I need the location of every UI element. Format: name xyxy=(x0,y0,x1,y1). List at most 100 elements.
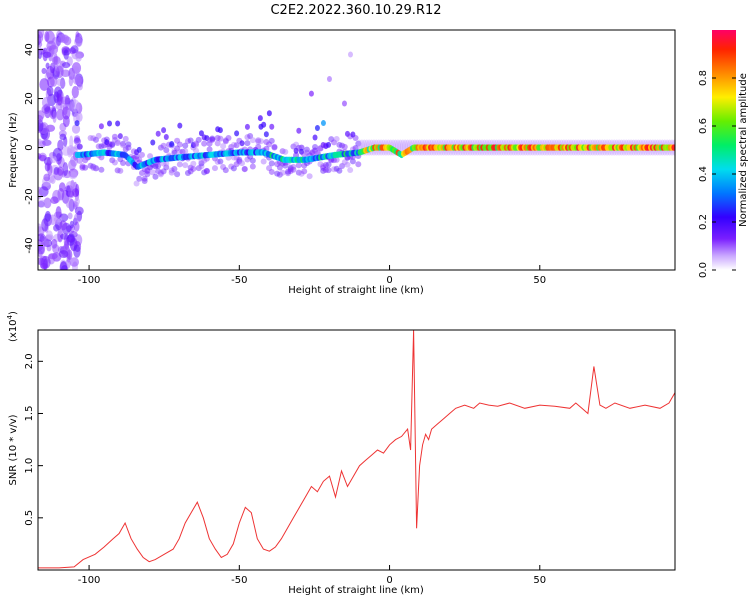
spectrogram-cell xyxy=(209,136,216,143)
snr-x-ticks: -100 -50 0 50 xyxy=(78,565,546,586)
spectrogram-cell xyxy=(271,143,278,150)
spectrogram-cell xyxy=(279,148,286,155)
spectrogram-cell xyxy=(56,93,63,106)
spectrogram-cell xyxy=(190,142,196,149)
spectrogram-cell xyxy=(298,170,305,177)
snr-y-tick-label: 0.5 xyxy=(24,510,35,526)
spectrogram-cell xyxy=(144,171,151,178)
spectrogram-cell xyxy=(74,120,80,127)
spectrogram-cell xyxy=(171,166,178,173)
spectrogram-cell xyxy=(182,162,189,169)
spectrogram-cell xyxy=(141,178,148,185)
spectrogram-cell xyxy=(350,131,356,138)
spectrogram-cell xyxy=(152,162,159,169)
spectrogram-cell xyxy=(168,167,175,174)
spectrogram-cell xyxy=(106,141,113,148)
spectrogram-cell xyxy=(325,161,332,168)
spectrogram-cell xyxy=(349,158,356,165)
spectrogram-cell xyxy=(46,85,54,97)
spectrogram-cell xyxy=(184,170,191,177)
spectrogram-cell xyxy=(249,157,256,164)
spectrogram-cell xyxy=(50,76,58,87)
spectrogram-cell xyxy=(46,230,53,241)
spectrogram-cell xyxy=(138,170,145,177)
spectrogram-cell xyxy=(68,101,74,112)
spectrogram-cell xyxy=(155,130,161,137)
spectrogram-cell xyxy=(330,157,337,164)
spectrogram-cell xyxy=(198,158,205,165)
spectrogram-cell xyxy=(257,138,264,145)
spectrogram-x-tick-label: -100 xyxy=(78,275,101,286)
spectrogram-cell xyxy=(279,169,286,176)
spectrogram-cell xyxy=(71,85,79,99)
spectrogram-cell xyxy=(220,143,227,150)
spectrogram-cell xyxy=(150,139,156,146)
spectrogram-cell xyxy=(75,183,80,197)
spectrogram-cell xyxy=(74,197,80,205)
spectrogram-cell xyxy=(122,146,129,153)
spectrogram-cell xyxy=(38,250,43,258)
spectrogram-cell xyxy=(193,147,200,154)
spectrogram-cell xyxy=(74,144,81,151)
snr-x-label: Height of straight line (km) xyxy=(288,585,424,596)
spectrogram-cell xyxy=(177,122,183,129)
chart-title: C2E2.2022.360.10.29.R12 xyxy=(270,3,441,18)
spectrogram-cell xyxy=(217,127,223,134)
spectrogram-cell xyxy=(320,167,327,174)
spectrogram-cell xyxy=(263,131,269,138)
spectrogram-cell xyxy=(317,161,324,168)
spectrogram-cell xyxy=(62,162,69,177)
spectrogram-cell xyxy=(160,142,167,149)
spectrogram-cell xyxy=(308,90,314,97)
spectrogram-cell xyxy=(77,83,83,91)
spectrogram-cell xyxy=(206,146,213,153)
spectrogram-cell xyxy=(74,135,81,142)
spectrogram-cell xyxy=(230,165,237,172)
spectrogram-cell xyxy=(266,110,272,117)
spectrogram-cell xyxy=(60,265,69,270)
spectrogram-cell xyxy=(225,134,232,141)
spectrogram-cell xyxy=(76,143,83,150)
spectrogram-cell xyxy=(114,138,121,145)
spectrogram-cell xyxy=(133,180,140,187)
spectrogram-cell xyxy=(301,151,308,158)
spectrogram-cell xyxy=(249,163,256,170)
spectrogram-cell xyxy=(61,34,70,44)
spectrogram-cell xyxy=(67,188,74,198)
spectrogram-y-tick-label: 0 xyxy=(24,144,35,150)
spectrogram-cell xyxy=(66,225,72,233)
spectrogram-cell xyxy=(70,45,79,54)
spectrogram-cell xyxy=(261,121,267,128)
spectrogram-cell xyxy=(203,168,210,175)
spectrogram-cell xyxy=(211,165,218,172)
spectrogram-cell xyxy=(133,153,140,160)
spectrogram-cell xyxy=(50,196,59,205)
spectrogram-cell xyxy=(339,142,346,149)
spectrogram-cell xyxy=(333,165,340,172)
spectrogram-cell xyxy=(320,120,326,127)
spectrogram-x-tick-label: 50 xyxy=(533,275,546,286)
spectrogram-cell xyxy=(326,75,332,82)
spectrogram-cell xyxy=(284,168,291,175)
colorbar-tick-label: 0.2 xyxy=(698,214,709,230)
colorbar-ticks: 0.0 0.2 0.4 0.6 0.8 xyxy=(698,70,736,278)
spectrogram-cell xyxy=(87,135,94,142)
spectrogram-cell xyxy=(255,137,262,144)
snr-y-ticks: 0.5 1.0 1.5 2.0 xyxy=(24,353,43,526)
spectrogram-cell xyxy=(269,123,275,130)
spectrogram-cell xyxy=(352,135,359,142)
spectrogram-cell xyxy=(322,166,329,173)
spectrogram-cell xyxy=(68,171,78,180)
spectrogram-cell xyxy=(214,135,221,142)
spectrogram-cell xyxy=(157,144,164,151)
spectrogram-cell xyxy=(58,250,69,259)
spectrogram-frame xyxy=(37,29,676,271)
spectrogram-cell xyxy=(230,141,237,148)
spectrogram-cell xyxy=(171,148,178,155)
spectrogram-cell xyxy=(95,143,102,150)
spectrogram-cell xyxy=(69,135,74,149)
spectrogram-cell xyxy=(38,31,44,44)
spectrogram-cell xyxy=(38,199,48,208)
spectrogram-cell xyxy=(179,148,186,155)
spectrogram-cell xyxy=(244,156,251,163)
